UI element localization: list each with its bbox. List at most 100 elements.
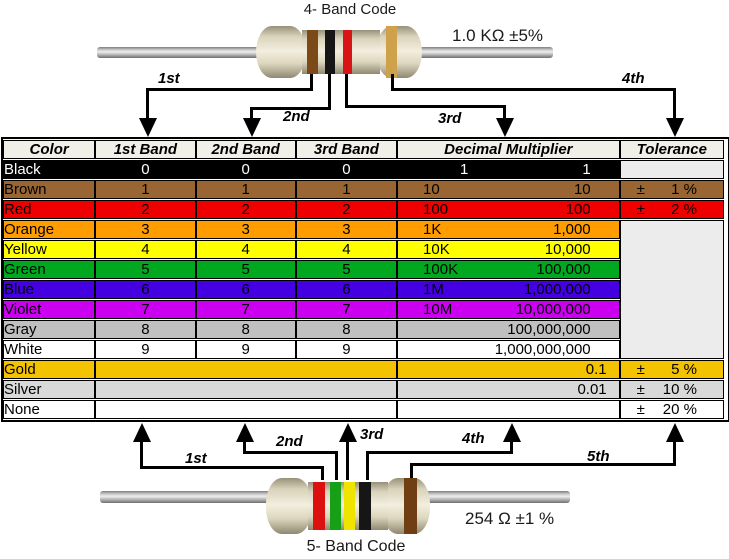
second-band-label: 2nd <box>276 433 303 450</box>
color-name-cell: Gray <box>3 320 96 339</box>
color-name-cell: None <box>3 400 96 419</box>
band-digit-cell: 1 <box>295 180 398 199</box>
tolerance-value: 1 % <box>671 181 697 198</box>
five-band-value-label: 254 Ω ±1 % <box>465 509 555 528</box>
second-band-arrowhead-icon <box>243 118 261 137</box>
five-band-resistor-body <box>266 478 430 534</box>
band-digit-cell: 0 <box>195 160 296 179</box>
first-band-arrow <box>146 88 313 91</box>
color-name-cell: Orange <box>3 220 96 239</box>
fourth-band-arrowhead-icon <box>666 118 684 137</box>
decimal-multiplier-cell: 10K 10,000 <box>397 240 620 259</box>
first-band-arrow <box>321 466 324 480</box>
resistor-band-black <box>325 30 335 74</box>
band-digit-cell: 4 <box>195 240 296 259</box>
four-band-title: 4- Band Code <box>303 1 397 18</box>
multiplier-short-value: 10K <box>423 241 450 258</box>
four-band-resistor-body <box>256 26 422 78</box>
resistor-band-brown <box>307 30 318 74</box>
tolerance-sign: ± <box>636 361 645 378</box>
table-row: Blue 6 6 6 1M 1,000,000 <box>3 280 724 299</box>
color-name-cell: Blue <box>3 280 96 299</box>
multiplier-long-value: 1,000,000,000 <box>494 341 591 358</box>
band-digit-cell: 5 <box>195 260 296 279</box>
band-digit-cell: 3 <box>295 220 398 239</box>
table-row: None ±20 % <box>3 400 724 419</box>
multiplier-long-value: 1 <box>582 161 591 178</box>
multiplier-long-value: 10,000,000 <box>515 301 591 318</box>
table-row: Green 5 5 5 100K 100,000 <box>3 260 724 279</box>
multiplier-short-value: 100K <box>423 261 459 278</box>
tolerance-cell <box>619 220 724 359</box>
band-digit-cell: 1 <box>195 180 296 199</box>
tolerance-cell: ±1 % <box>619 180 724 199</box>
header-color: Color <box>3 140 96 159</box>
multiplier-short-value: 100 <box>423 201 449 218</box>
fourth-band-arrow <box>510 440 513 454</box>
tolerance-cell: ±5 % <box>619 360 724 379</box>
multiplier-long-value: 1,000,000 <box>523 281 591 298</box>
header-2nd-band: 2nd Band <box>195 140 296 159</box>
third-band-arrow <box>346 440 349 480</box>
band-digit-cell: 9 <box>295 340 398 359</box>
four-band-value-label: 1.0 KΩ ±5% <box>452 26 544 45</box>
resistor-band-gold <box>386 26 397 78</box>
band-digit-cell: 5 <box>95 260 196 279</box>
multiplier-long-value: 100,000,000 <box>507 321 591 338</box>
fifth-band-arrow <box>410 463 676 466</box>
band-digit-cell: 2 <box>95 200 196 219</box>
decimal-multiplier-cell: 10 10 <box>397 180 620 199</box>
table-row: Violet 7 7 7 10M 10,000,000 <box>3 300 724 319</box>
tolerance-value: 20 % <box>662 401 697 418</box>
band-digit-cell: 8 <box>295 320 398 339</box>
table-row: Silver 0.01 ±10 % <box>3 380 724 399</box>
tolerance-cell: ±2 % <box>619 200 724 219</box>
tolerance-cell <box>619 160 724 179</box>
multiplier-long-value: 1,000 <box>553 221 591 238</box>
table-row: White 9 9 9 1,000,000,000 <box>3 340 724 359</box>
resistor-left-cap <box>256 26 306 78</box>
header-1st-band: 1st Band <box>95 140 196 159</box>
band-digit-cell: 8 <box>195 320 296 339</box>
band-digit-cell: 9 <box>195 340 296 359</box>
band-digit-cell: 7 <box>95 300 196 319</box>
color-name-cell: Yellow <box>3 240 96 259</box>
multiplier-short-value: 10M <box>423 301 453 318</box>
band-digit-cell: 0 <box>295 160 398 179</box>
multiplier-short-value: 1K <box>423 221 442 238</box>
color-code-table: Color 1st Band 2nd Band 3rd Band Decimal… <box>1 137 729 422</box>
first-band-arrow <box>140 440 143 469</box>
multiplier-short-value: 10 <box>423 181 440 198</box>
fourth-band-stub <box>391 74 394 91</box>
band-digit-cell: 6 <box>195 280 296 299</box>
multiplier-long-value: 10 <box>573 181 591 198</box>
band-digit-cell: 6 <box>95 280 196 299</box>
band-digit-cell: 1 <box>95 180 196 199</box>
table-row: Black 0 0 0 1 1 <box>3 160 724 179</box>
first-band-arrow <box>146 88 149 120</box>
resistor-left-cap <box>266 478 312 534</box>
multiplier-short-value: 1M <box>423 281 444 298</box>
table-row: Gray 8 8 8 100,000,000 <box>3 320 724 339</box>
color-name-cell: Green <box>3 260 96 279</box>
color-name-cell: Black <box>3 160 96 179</box>
fifth-band-arrow <box>673 440 676 466</box>
table-header-row: Color 1st Band 2nd Band 3rd Band Decimal… <box>3 140 724 159</box>
decimal-multiplier-cell: 100,000,000 <box>397 320 620 339</box>
decimal-multiplier-cell: 100K 100,000 <box>397 260 620 279</box>
band-digit-cell: 7 <box>195 300 296 319</box>
tolerance-sign: ± <box>636 201 645 218</box>
band-digit-cell: 3 <box>95 220 196 239</box>
decimal-multiplier-cell: 0.1 <box>397 360 620 379</box>
table-row: Gold 0.1 ±5 % <box>3 360 724 379</box>
band-digit-cell: 7 <box>295 300 398 319</box>
header-decimal-multiplier: Decimal Multiplier <box>397 140 620 159</box>
five-band-title: 5- Band Code <box>306 538 406 555</box>
decimal-multiplier-cell: 1,000,000,000 <box>397 340 620 359</box>
band-digit-cell: 4 <box>95 240 196 259</box>
second-band-arrowhead-icon <box>236 423 254 442</box>
tolerance-value: 10 % <box>662 381 697 398</box>
band-digit-cell: 2 <box>295 200 398 219</box>
table-row: Brown 1 1 1 10 10 ±1 % <box>3 180 724 199</box>
band-digit-cell: 9 <box>95 340 196 359</box>
